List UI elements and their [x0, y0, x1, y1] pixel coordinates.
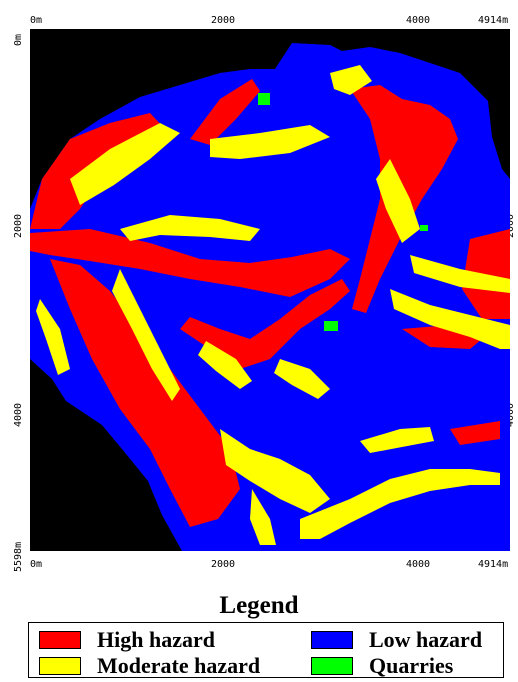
top-tick-4000: 4000 — [406, 15, 431, 26]
bottom-tick-4000: 4000 — [406, 559, 431, 570]
left-tick-4000: 4000 — [13, 402, 24, 427]
region-moderate-hazard — [390, 289, 510, 349]
region-moderate-hazard — [210, 125, 330, 159]
region-high-hazard — [50, 259, 240, 527]
region-moderate-hazard — [198, 341, 252, 389]
region-moderate-hazard — [360, 427, 434, 453]
region-high-hazard — [450, 421, 500, 445]
region-moderate-hazard — [112, 269, 180, 401]
region-moderate-hazard — [220, 429, 330, 513]
legend-label-low: Low hazard — [369, 627, 483, 652]
legend-swatch-high — [39, 631, 81, 649]
region-moderate-hazard — [410, 255, 510, 293]
legend-title: Legend — [219, 592, 299, 619]
region-moderate-hazard — [70, 123, 180, 205]
hazard-map — [30, 29, 510, 551]
region-moderate-hazard — [376, 159, 420, 243]
legend-swatch-quarries — [311, 657, 353, 675]
region-quarry — [420, 225, 428, 231]
legend-label-quarries: Quarries — [369, 653, 454, 678]
bottom-tick-2000: 2000 — [211, 559, 236, 570]
top-tick-max: 4914m — [478, 15, 509, 26]
top-tick-0: 0m — [30, 15, 43, 26]
legend-box: High hazard Low hazard Moderate hazard Q… — [28, 622, 504, 678]
region-quarry — [258, 93, 270, 105]
legend-label-moderate: Moderate hazard — [97, 653, 261, 678]
region-high-hazard — [30, 229, 350, 297]
bottom-tick-max: 4914m — [478, 559, 509, 570]
region-moderate-hazard — [250, 489, 276, 545]
bottom-tick-0: 0m — [30, 559, 43, 570]
legend-label-high: High hazard — [97, 627, 215, 652]
legend-swatch-low — [311, 631, 353, 649]
region-moderate-hazard — [300, 469, 500, 539]
legend-swatch-moderate — [39, 657, 81, 675]
left-tick-max: 5598m — [13, 541, 24, 572]
left-tick-2000: 2000 — [13, 213, 24, 238]
region-high-hazard — [190, 79, 260, 145]
region-moderate-hazard — [36, 299, 70, 375]
region-moderate-hazard — [120, 215, 260, 241]
region-high-hazard — [462, 229, 510, 319]
region-high-hazard — [180, 279, 350, 369]
top-tick-2000: 2000 — [211, 15, 236, 26]
region-quarry — [324, 321, 338, 331]
region-moderate-hazard — [330, 65, 372, 95]
left-tick-0: 0m — [13, 33, 24, 46]
region-moderate-hazard — [274, 359, 330, 399]
